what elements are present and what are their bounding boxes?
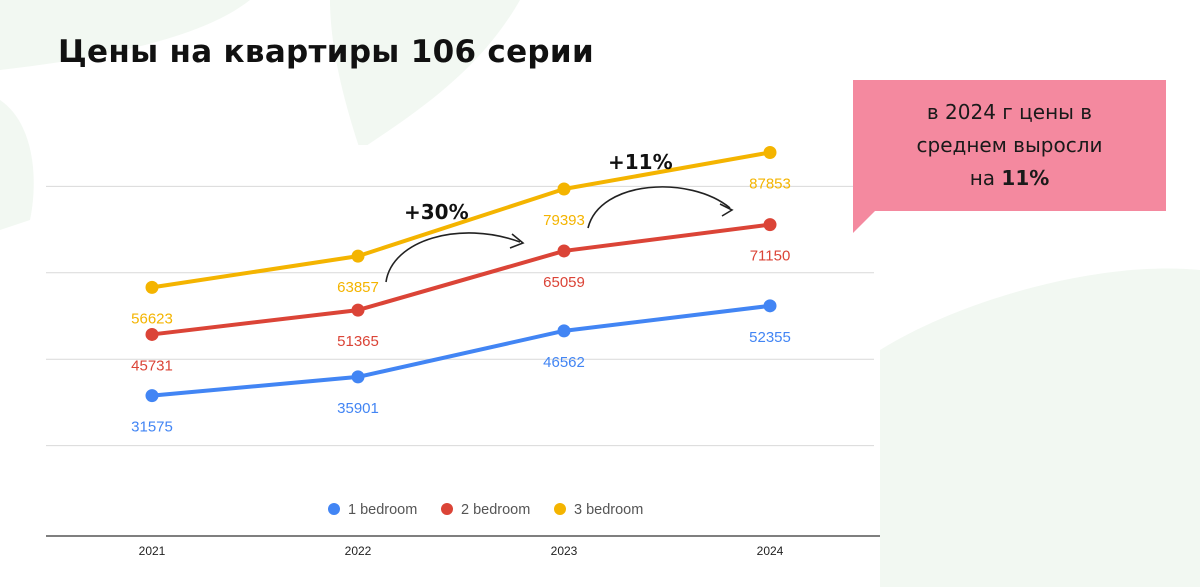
callout-box: в 2024 г цены в среднем выросли на 11% — [853, 80, 1166, 211]
data-point — [145, 389, 159, 403]
callout-line-2: среднем выросли — [916, 133, 1103, 157]
data-label: 35901 — [337, 400, 379, 417]
chart-x-axis: 2021 2022 2023 2024 — [139, 544, 784, 558]
data-point — [557, 182, 571, 196]
data-label: 56623 — [131, 310, 173, 327]
chart-points — [145, 145, 777, 403]
callout-line-3: на 11% — [853, 162, 1166, 195]
chart-legend: 1 bedroom 2 bedroom 3 bedroom — [328, 502, 643, 518]
data-label: 71150 — [750, 248, 791, 265]
legend-marker — [441, 503, 453, 515]
data-point — [763, 299, 777, 313]
data-point — [145, 280, 159, 294]
callout-tail — [853, 205, 881, 233]
legend-label: 3 bedroom — [574, 502, 643, 518]
data-point — [351, 370, 365, 384]
x-tick-label: 2022 — [345, 544, 372, 558]
data-point — [763, 145, 777, 159]
chart-card — [46, 145, 880, 542]
data-label: 87853 — [749, 175, 791, 192]
data-point — [145, 327, 159, 341]
legend-label: 2 bedroom — [461, 502, 530, 518]
series-line-3 — [150, 150, 772, 290]
callout-line-3-prefix: на — [969, 166, 1002, 190]
data-label: 52355 — [749, 329, 791, 346]
data-point — [557, 244, 571, 258]
legend-marker — [328, 503, 340, 515]
data-label: 45731 — [131, 357, 173, 374]
data-label: 31575 — [131, 419, 173, 436]
data-point — [763, 218, 777, 232]
data-label: 63857 — [337, 279, 379, 296]
data-point — [557, 324, 571, 338]
chart-data-labels: 31575 35901 46562 52355 45731 51365 65059 71150… — [131, 175, 791, 435]
data-label: 79393 — [543, 212, 585, 229]
legend-marker — [554, 503, 566, 515]
growth-annotation-30: +30% — [404, 200, 469, 224]
x-tick-label: 2024 — [757, 544, 784, 558]
data-label: 46562 — [543, 354, 585, 371]
callout-line-1: в 2024 г цены в — [926, 100, 1093, 124]
legend-label: 1 bedroom — [348, 502, 417, 518]
growth-annotation-11: +11% — [608, 150, 673, 174]
data-point — [351, 249, 365, 263]
callout-highlight: 11% — [1001, 166, 1050, 190]
x-tick-label: 2023 — [551, 544, 578, 558]
chart-grid — [46, 185, 880, 537]
page-title: Цены на квартиры 106 серии — [58, 34, 594, 70]
data-label: 51365 — [337, 333, 379, 350]
data-point — [351, 303, 365, 317]
x-tick-label: 2021 — [139, 544, 166, 558]
data-label: 65059 — [543, 274, 585, 291]
series-line-1 — [150, 303, 772, 398]
